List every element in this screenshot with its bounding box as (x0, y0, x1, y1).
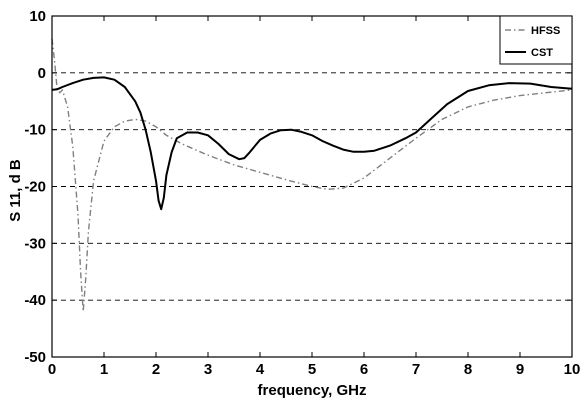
legend-label-hfss: HFSS (531, 25, 560, 37)
grid-lines (52, 72, 572, 301)
x-axis-label: frequency, GHz (258, 382, 367, 399)
legend: HFSS CST (499, 15, 573, 65)
y-tick-label: -40 (24, 292, 46, 309)
y-tick-label: 0 (38, 65, 46, 82)
x-tick-label: 4 (256, 361, 265, 378)
y-tick-label: -30 (24, 235, 46, 252)
series-line-hfss (51, 38, 573, 313)
legend-label-cst: CST (531, 47, 553, 59)
y-tick-label: -20 (24, 179, 46, 196)
y-tick-label: -10 (24, 122, 46, 139)
x-tick-label: 9 (516, 361, 524, 378)
x-tick-label: 1 (100, 361, 108, 378)
x-tick-label: 0 (48, 361, 56, 378)
series-line-cst (51, 76, 573, 211)
x-tick-label: 3 (204, 361, 212, 378)
x-tick-label: 10 (564, 361, 581, 378)
y-tick-label: 10 (29, 8, 46, 25)
y-axis-label: S 11, d B (7, 159, 24, 222)
y-tick-label: -50 (24, 349, 46, 366)
legend-box (499, 15, 573, 65)
x-tick-label: 7 (412, 361, 420, 378)
x-tick-label: 2 (152, 361, 160, 378)
series-lines (51, 38, 573, 313)
x-tick-label: 8 (464, 361, 472, 378)
x-tick-label: 5 (308, 361, 316, 378)
tick-labels: 100-10-20-30-40-500 1 2 3 4 5 6 7 8 9 10 (24, 8, 580, 378)
x-tick-label: 6 (360, 361, 368, 378)
